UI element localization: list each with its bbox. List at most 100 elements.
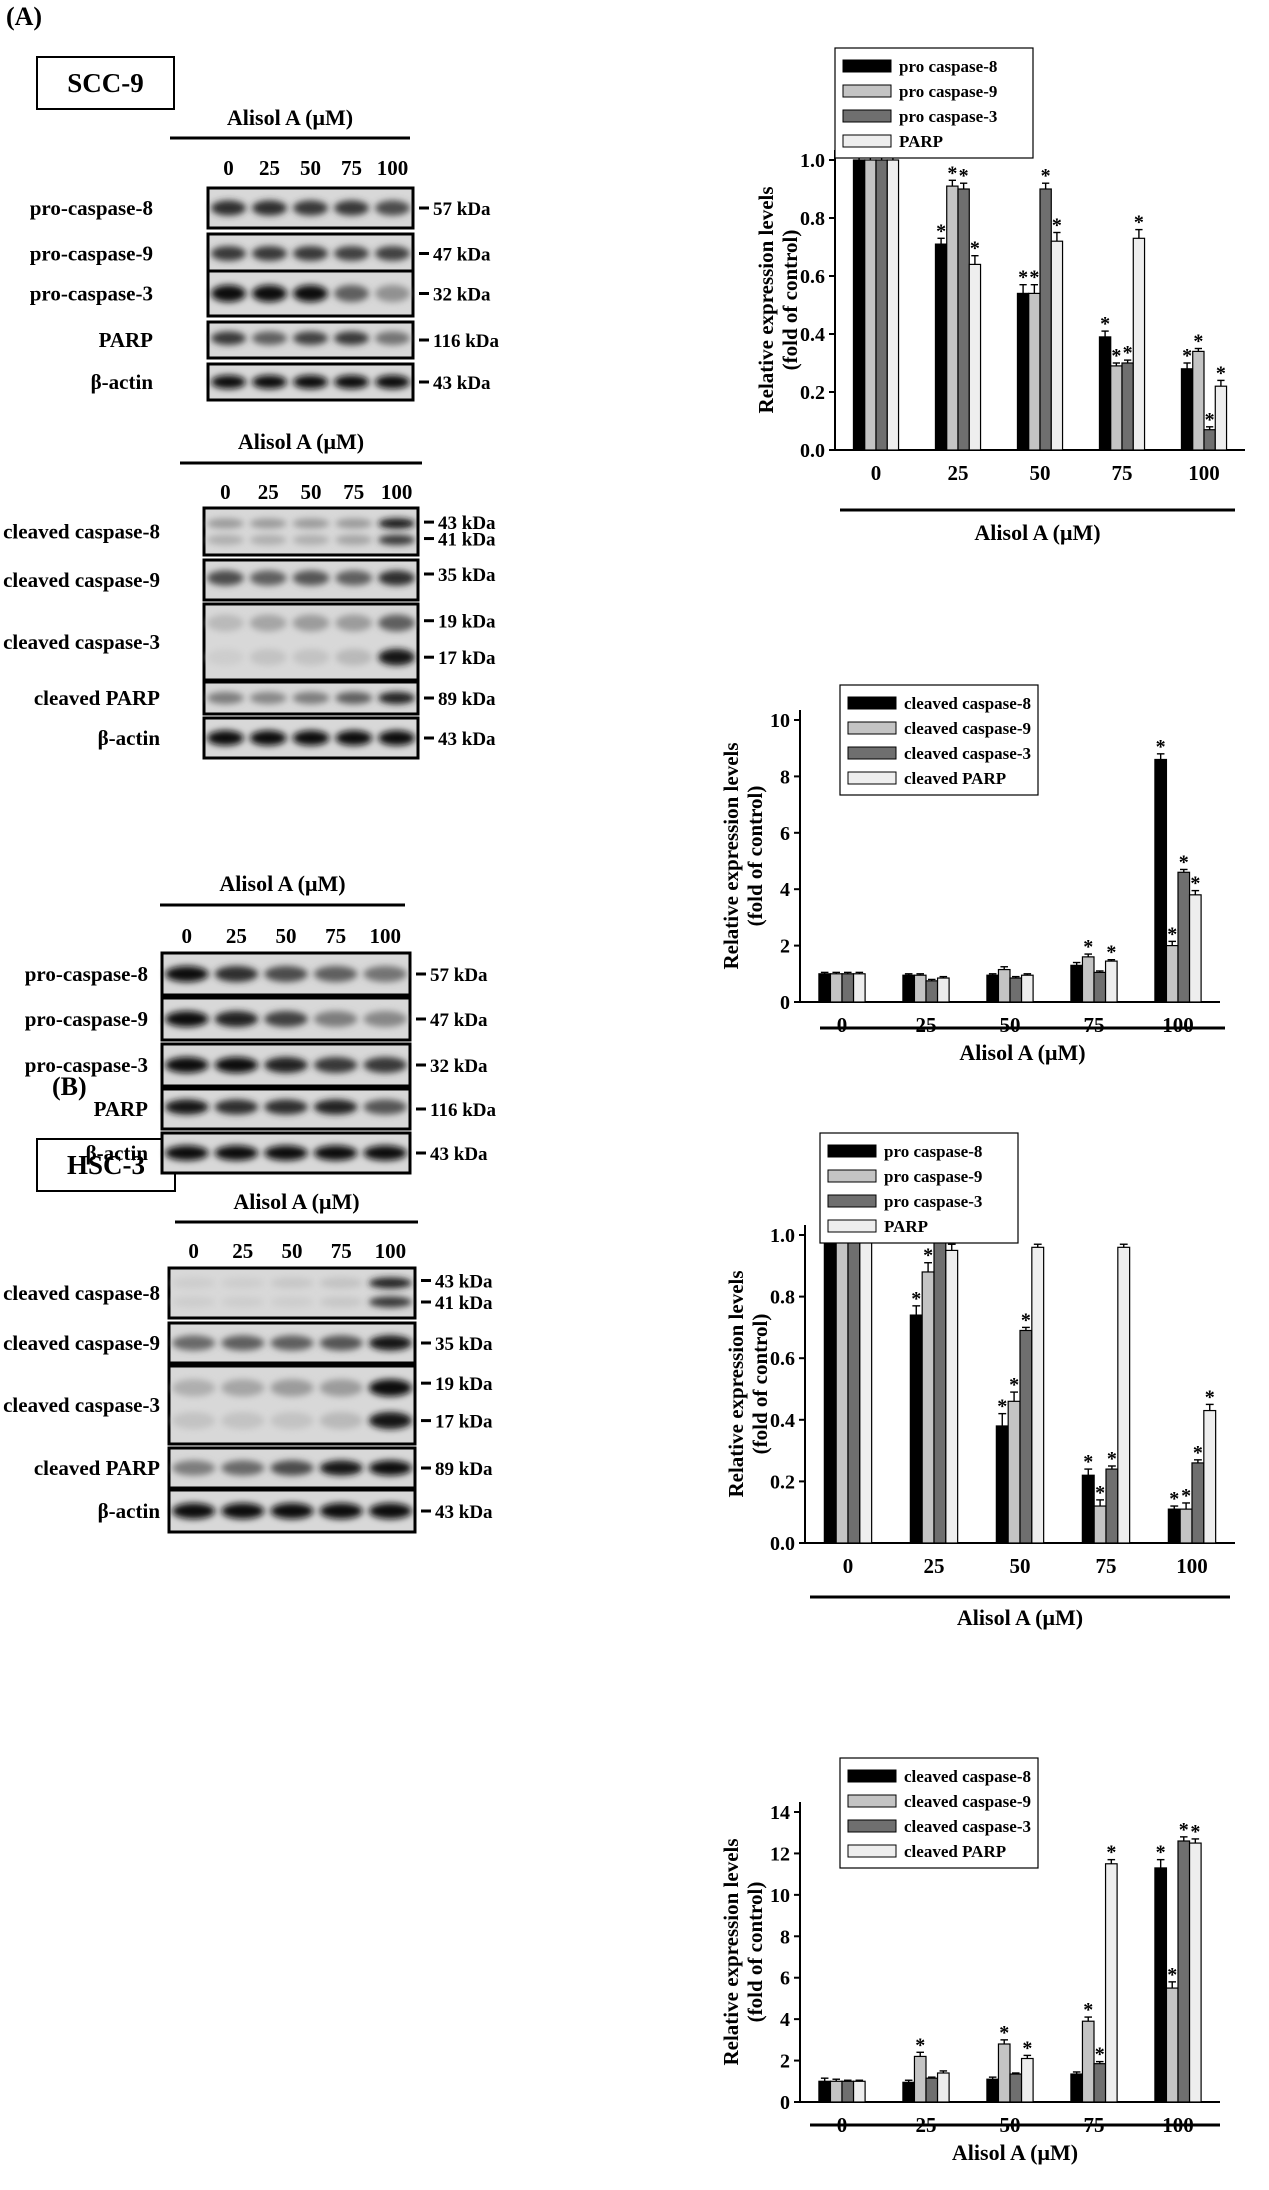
blot-band <box>221 1296 265 1308</box>
blot-band <box>292 570 330 586</box>
blot-band <box>214 1145 259 1161</box>
blot-band <box>249 691 287 705</box>
blot-band <box>264 1145 308 1161</box>
blot-band <box>172 1379 216 1397</box>
blot-row-label: PARP <box>99 328 154 352</box>
legend-entry: cleaved caspase-3 <box>904 1817 1031 1836</box>
dose-label: 50 <box>276 924 297 948</box>
blot-row-label: pro-caspase-9 <box>30 242 153 266</box>
bar <box>829 2080 843 2103</box>
y-tick-label: 0.0 <box>770 1533 795 1555</box>
y-tick-label: 6 <box>780 823 790 845</box>
blot-band <box>165 1099 209 1115</box>
x-tick-label: 25 <box>916 1013 937 1037</box>
blot-row-label: PARP <box>94 1097 149 1121</box>
x-axis-label: Alisol A (μM) <box>959 1040 1085 1065</box>
dose-label: 75 <box>325 924 346 948</box>
molecular-weight-marker: 47 kDa <box>433 245 491 266</box>
blot-band <box>165 1057 209 1073</box>
bar <box>1154 1867 1168 2103</box>
blot-band <box>334 284 369 303</box>
y-tick-label: 2 <box>780 936 790 958</box>
blot-row-label: cleaved PARP <box>34 686 160 710</box>
y-tick-label: 0 <box>780 992 790 1014</box>
bar <box>925 2077 939 2103</box>
blot-band <box>211 246 246 261</box>
blot-band <box>313 1011 358 1027</box>
blot-band <box>319 1460 363 1476</box>
significance-mark: * <box>1106 942 1116 964</box>
legend-swatch <box>827 1144 877 1158</box>
x-tick-label: 75 <box>1096 1554 1117 1578</box>
blot-band <box>319 1379 363 1397</box>
significance-mark: * <box>1134 212 1144 234</box>
bar <box>909 1314 923 1544</box>
bar <box>902 974 916 1003</box>
blot-band <box>375 200 410 216</box>
significance-mark: * <box>1095 1482 1105 1504</box>
blot-band <box>252 284 287 303</box>
blot-band <box>313 966 358 982</box>
blot-band <box>172 1277 216 1289</box>
bar <box>1050 240 1064 451</box>
significance-mark: * <box>1205 409 1215 431</box>
significance-mark: * <box>1100 313 1110 335</box>
significance-mark: * <box>1205 1386 1215 1408</box>
significance-mark: * <box>1193 331 1203 353</box>
blot-band <box>319 1335 363 1351</box>
cell-line-box-scc9: SCC-9 <box>36 56 175 110</box>
legend-swatch <box>842 59 892 73</box>
blot-band <box>249 730 287 746</box>
bar <box>1081 1474 1095 1544</box>
legend-entry: PARP <box>899 132 943 151</box>
blot-band <box>292 648 330 666</box>
dose-label: 25 <box>258 480 279 504</box>
bar <box>1028 292 1041 451</box>
blot-band <box>334 331 369 346</box>
bar <box>1104 1863 1118 2103</box>
y-tick-label: 8 <box>780 766 790 788</box>
bar <box>1093 2063 1107 2103</box>
y-tick-label: 1.0 <box>770 1225 795 1247</box>
y-tick-label: 0.4 <box>800 324 825 346</box>
blot-band <box>207 648 244 666</box>
blot-band <box>378 534 415 546</box>
bar <box>1214 385 1228 451</box>
bar <box>1098 336 1112 451</box>
molecular-weight-marker: 89 kDa <box>438 689 496 710</box>
bar <box>1019 1329 1033 1544</box>
bar <box>1177 1840 1191 2103</box>
molecular-weight-marker: 43 kDa <box>438 729 496 750</box>
significance-mark: * <box>1123 342 1133 364</box>
legend-swatch <box>827 1194 877 1208</box>
significance-mark: * <box>1022 2037 1032 2059</box>
legend-swatch <box>847 746 897 760</box>
bar <box>1070 964 1084 1003</box>
legend-swatch <box>847 1819 897 1833</box>
legend-swatch <box>842 84 892 98</box>
blot-band <box>172 1412 216 1430</box>
legend-entry: cleaved caspase-8 <box>904 1767 1031 1786</box>
dose-label: 50 <box>300 156 321 180</box>
bar <box>1105 1468 1119 1544</box>
molecular-weight-marker: 43 kDa <box>435 1272 493 1293</box>
dose-label: 25 <box>226 924 247 948</box>
blot-band <box>214 966 259 982</box>
blot-band <box>211 331 246 346</box>
y-tick-label: 14 <box>770 1802 790 1824</box>
bar <box>1007 1400 1021 1544</box>
significance-mark: * <box>1156 736 1166 758</box>
blot-row-label: β-actin <box>98 726 161 750</box>
bar <box>818 973 832 1003</box>
significance-mark: * <box>1190 1821 1200 1843</box>
x-tick-label: 0 <box>843 1554 854 1578</box>
blot-band <box>313 1057 358 1073</box>
blot-band <box>249 534 287 546</box>
bar <box>1104 960 1118 1003</box>
blot-band <box>368 1460 412 1476</box>
bar <box>945 1249 959 1544</box>
blot-band <box>335 518 373 529</box>
blot-band <box>313 1099 358 1115</box>
blot-band <box>363 1057 408 1073</box>
